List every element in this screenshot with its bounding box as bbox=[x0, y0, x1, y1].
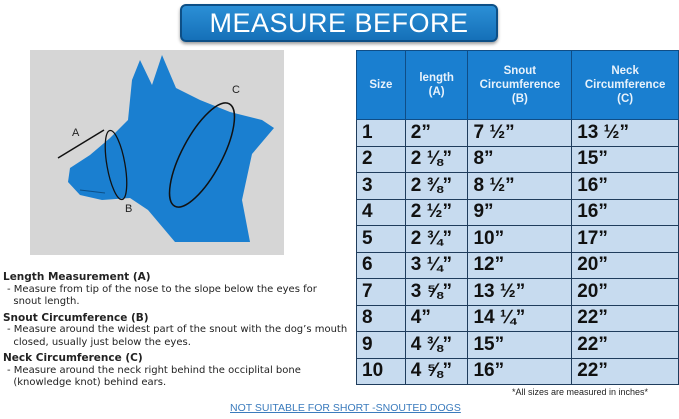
table-cell: 14 ¼” bbox=[467, 304, 573, 332]
table-row: 10 4 ⅝” 16” 22” bbox=[356, 357, 679, 385]
header-line: Circumference bbox=[584, 79, 666, 91]
table-cell: 10” bbox=[467, 225, 573, 253]
table-cell: 9” bbox=[467, 198, 573, 226]
note-text: (knowledge knot) behind ears. bbox=[7, 377, 167, 388]
table-cell: 22” bbox=[571, 331, 679, 359]
table-cell: 9 bbox=[356, 331, 406, 359]
table-cell: 15” bbox=[571, 145, 679, 173]
note-heading: Neck Circumference (C) bbox=[3, 352, 143, 364]
table-cell: 7 bbox=[356, 278, 406, 306]
table-cell: 8 ½” bbox=[467, 172, 573, 200]
table-cell: 2 bbox=[356, 145, 406, 173]
table-cell: 3 bbox=[356, 172, 406, 200]
table-cell: 4” bbox=[404, 304, 469, 332]
label-c: C bbox=[232, 84, 240, 96]
dog-head-illustration: A B C bbox=[57, 55, 274, 242]
title-banner: MEASURE BEFORE BUYING bbox=[180, 4, 498, 72]
table-cell: 12” bbox=[467, 251, 573, 279]
table-cell: 13 ½” bbox=[467, 278, 573, 306]
table-cell: 15” bbox=[467, 331, 573, 359]
header-line: Snout bbox=[503, 65, 537, 77]
table-cell: 16” bbox=[571, 198, 679, 226]
table-cell: 16” bbox=[467, 357, 573, 385]
table-cell: 10 bbox=[356, 357, 406, 385]
note-text: - Measure around the widest part of the … bbox=[7, 324, 348, 335]
table-cell: 22” bbox=[571, 304, 679, 332]
column-header: Neck Circumference (C) bbox=[571, 50, 679, 120]
table-row: 1 2” 7 ½” 13 ½” bbox=[356, 119, 679, 147]
dog-diagram: A B C bbox=[30, 50, 284, 255]
note-heading: Snout Circumference (B) bbox=[3, 311, 149, 324]
table-row: 8 4” 14 ¼” 22” bbox=[356, 304, 679, 332]
table-cell: 8” bbox=[467, 145, 573, 173]
header-line: length bbox=[419, 72, 454, 84]
table-cell: 2 ⅜” bbox=[404, 172, 469, 200]
header-line: Size bbox=[369, 79, 393, 91]
table-cell: 8 bbox=[356, 304, 406, 332]
table-cell: 1 bbox=[356, 119, 406, 147]
header-line: Neck bbox=[611, 65, 639, 77]
table-cell: 6 bbox=[356, 251, 406, 279]
table-cell: 2” bbox=[404, 119, 469, 147]
table-cell: 13 ½” bbox=[571, 119, 679, 147]
note-text: - Measure from tip of the nose to the sl… bbox=[7, 283, 317, 295]
note-text: closed, usually just below the eyes. bbox=[7, 336, 191, 348]
table-cell: 17” bbox=[571, 225, 679, 253]
table-cell: 5 bbox=[356, 225, 406, 253]
table-cell: 4 ⅜” bbox=[404, 331, 469, 359]
table-cell: 22” bbox=[571, 357, 679, 385]
column-header: Snout Circumference (B) bbox=[467, 50, 573, 120]
label-a: A bbox=[72, 127, 80, 139]
table-cell: 2 ⅛” bbox=[404, 145, 469, 173]
note-heading: Length Measurement (A) bbox=[3, 271, 151, 283]
table-cell: 4 ⅝” bbox=[404, 357, 469, 385]
note-text: - Measure around the neck right behind t… bbox=[7, 364, 301, 376]
label-b: B bbox=[125, 203, 132, 215]
table-cell: 16” bbox=[571, 172, 679, 200]
short-snout-warning-link[interactable]: NOT SUITABLE FOR SHORT -SNOUTED DOGS bbox=[230, 402, 461, 414]
column-header: length (A) bbox=[404, 50, 469, 120]
header-line: (B) bbox=[511, 93, 528, 105]
all-sizes-note: *All sizes are measured in inches* bbox=[512, 387, 649, 397]
table-cell: 2 ½” bbox=[404, 198, 469, 226]
table-cell: 3 ¼” bbox=[404, 251, 469, 279]
column-header: Size bbox=[356, 50, 406, 120]
header-line: (A) bbox=[428, 86, 445, 98]
header-line: Circumference bbox=[479, 79, 561, 91]
table-cell: 3 ⅝” bbox=[404, 278, 469, 306]
table-cell: 7 ½” bbox=[467, 119, 573, 147]
table-cell: 4 bbox=[356, 198, 406, 226]
table-cell: 2 ¾” bbox=[404, 225, 469, 253]
table-cell: 20” bbox=[571, 251, 679, 279]
size-chart-table: Size length (A) Snout Circumference (B) Neck Ci… bbox=[356, 50, 679, 385]
note-text: snout length. bbox=[7, 296, 80, 307]
measurement-notes: Length Measurement (A) - Measure from tip… bbox=[3, 268, 353, 390]
table-cell: 20” bbox=[571, 278, 679, 306]
header-line: (C) bbox=[617, 93, 634, 105]
